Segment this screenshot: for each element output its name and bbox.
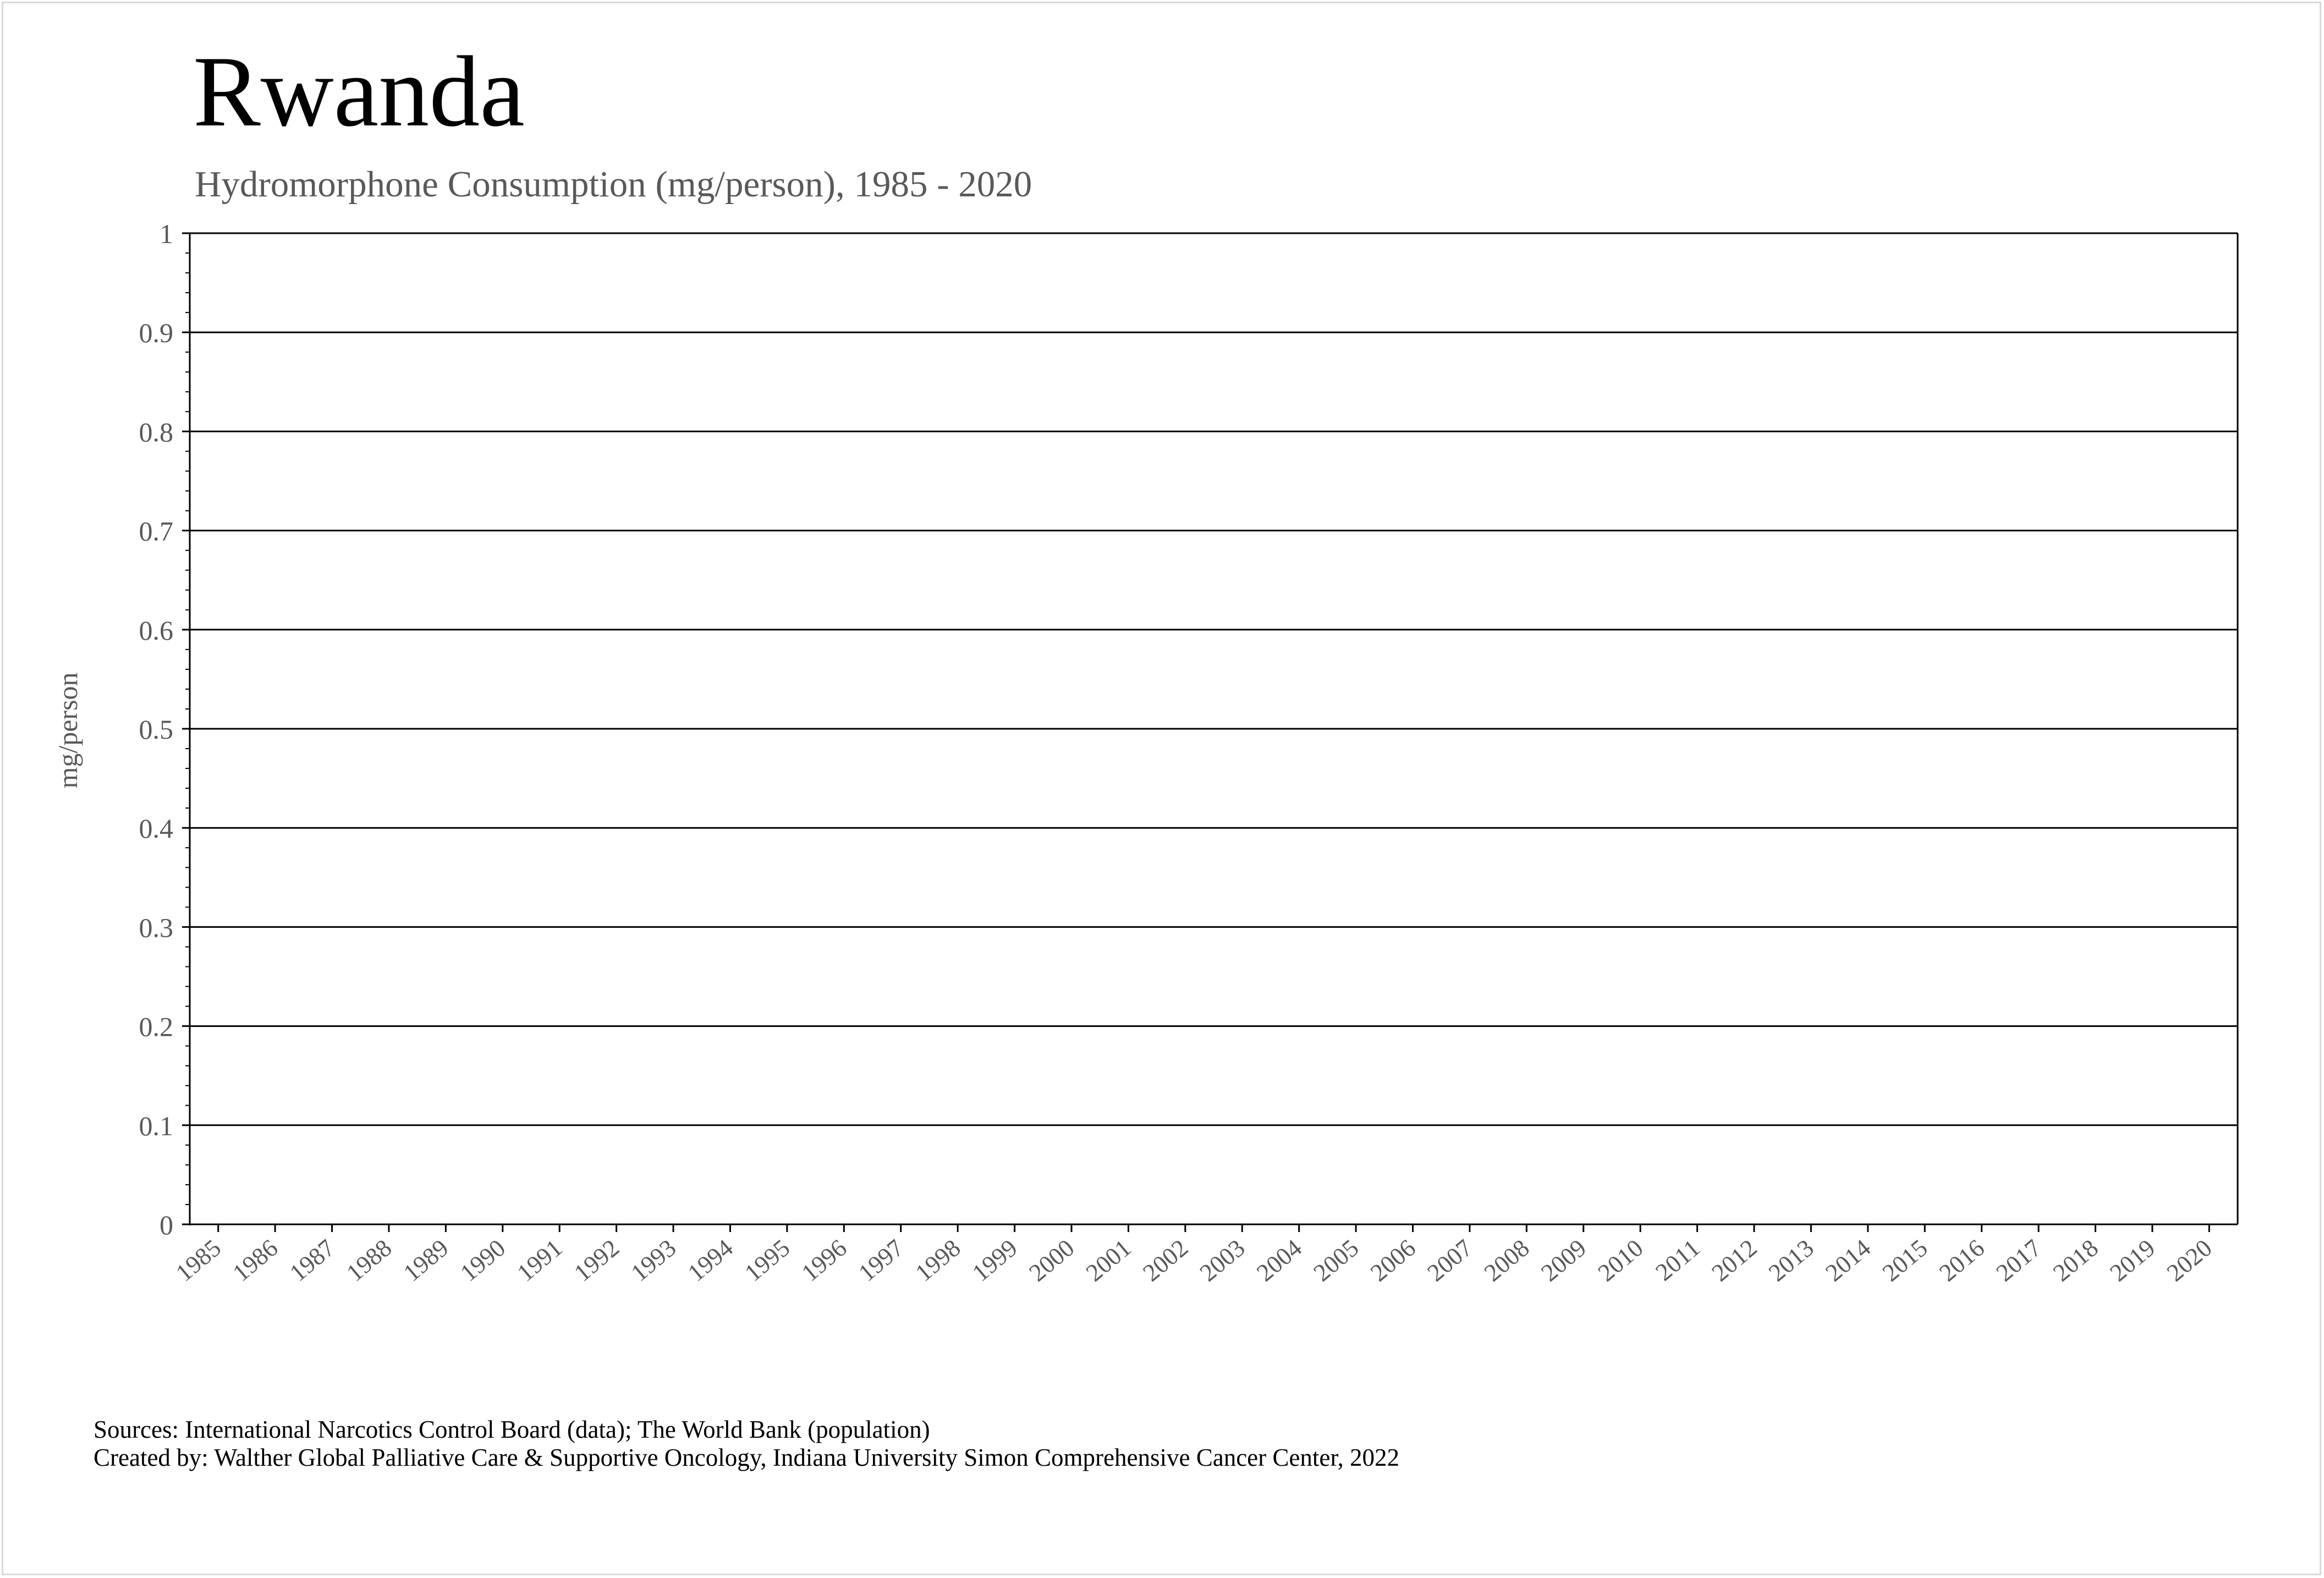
y-tick-label-10: 1: [160, 218, 173, 249]
x-tick-label-2012: 2012: [1706, 1234, 1762, 1286]
x-tick-label-1994: 1994: [683, 1234, 738, 1286]
x-tick-label-2013: 2013: [1763, 1234, 1819, 1286]
y-tick-labels: 0 0.1 0.2 0.3 0.4 0.5 0.6 0.7 0.8 0.9 1: [139, 218, 174, 1240]
x-tick-label-1997: 1997: [853, 1234, 909, 1286]
x-tick-label-2016: 2016: [1934, 1234, 1990, 1286]
y-tick-label-1: 0.1: [139, 1110, 174, 1141]
x-tick-label-1991: 1991: [512, 1234, 568, 1286]
x-tick-label-2019: 2019: [2105, 1234, 2160, 1286]
x-tick-label-2007: 2007: [1422, 1234, 1477, 1286]
x-tick-label-2008: 2008: [1479, 1234, 1535, 1286]
y-tick-label-4: 0.4: [139, 813, 174, 844]
x-tick-labels: 1985 1986 1987 1988 1989 1990 1991 1992 1993 1994…: [171, 1234, 2217, 1286]
y-tick-label-7: 0.7: [139, 516, 174, 547]
x-tick-label-2010: 2010: [1592, 1234, 1648, 1286]
x-tick-label-2018: 2018: [2048, 1234, 2103, 1286]
x-tick-label-1988: 1988: [341, 1234, 397, 1286]
axes: [182, 232, 2239, 1232]
x-tick-label-1985: 1985: [171, 1234, 226, 1286]
gridlines: [190, 232, 2238, 1126]
x-tick-label-1999: 1999: [967, 1234, 1023, 1286]
x-tick-label-1987: 1987: [284, 1234, 340, 1286]
footer-sources: Sources: International Narcotics Control…: [94, 1416, 930, 1443]
x-tick-label-1986: 1986: [227, 1234, 283, 1286]
x-tick-label-2003: 2003: [1195, 1234, 1250, 1286]
y-tick-label-2: 0.2: [139, 1011, 174, 1042]
x-tick-label-2005: 2005: [1308, 1234, 1364, 1286]
x-tick-label-1989: 1989: [398, 1234, 454, 1286]
y-tick-label-0: 0: [160, 1209, 173, 1240]
y-tick-label-3: 0.3: [139, 912, 174, 943]
x-tick-label-1998: 1998: [910, 1234, 965, 1286]
x-tick-label-2006: 2006: [1365, 1234, 1421, 1286]
x-tick-label-2001: 2001: [1081, 1234, 1136, 1286]
x-tick-label-2017: 2017: [1991, 1234, 2046, 1286]
x-tick-label-2014: 2014: [1820, 1234, 1876, 1286]
x-tick-label-2011: 2011: [1650, 1234, 1705, 1286]
x-tick-label-1996: 1996: [796, 1234, 852, 1286]
x-tick-label-2002: 2002: [1138, 1234, 1193, 1286]
y-tick-label-6: 0.6: [139, 615, 174, 646]
y-axis-label: mg/person: [52, 672, 83, 788]
x-tick-label-1995: 1995: [739, 1234, 795, 1286]
x-tick-label-1993: 1993: [625, 1234, 681, 1286]
y-tick-label-5: 0.5: [139, 714, 174, 745]
x-tick-label-2015: 2015: [1877, 1234, 1933, 1286]
y-tick-label-9: 0.9: [139, 317, 174, 348]
x-tick-label-2004: 2004: [1251, 1234, 1307, 1286]
x-tick-label-2009: 2009: [1536, 1234, 1591, 1286]
x-tick-label-1992: 1992: [569, 1234, 624, 1286]
chart-subtitle: Hydromorphone Consumption (mg/person), 1…: [195, 164, 1032, 205]
footer-created: Created by: Walther Global Palliative Ca…: [94, 1444, 1400, 1471]
y-tick-label-8: 0.8: [139, 416, 174, 447]
x-tick-label-2000: 2000: [1024, 1234, 1079, 1286]
x-tick-label-1990: 1990: [455, 1234, 510, 1286]
x-tick-label-2020: 2020: [2162, 1234, 2217, 1286]
chart-title: Rwanda: [193, 35, 525, 147]
